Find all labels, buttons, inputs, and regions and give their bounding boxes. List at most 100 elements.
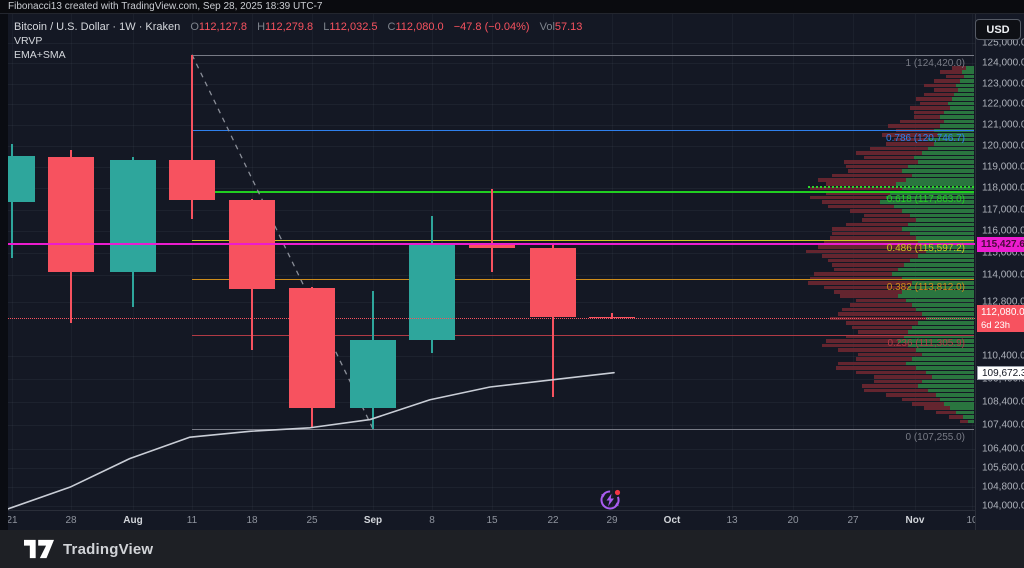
volume-profile-row-up <box>904 263 974 267</box>
time-label-Nov: Nov <box>905 515 925 526</box>
fib-level-label-0.382: 0.382 (113,812.0) <box>886 282 965 294</box>
grid-line-horizontal <box>8 468 975 469</box>
volume-profile-row-down <box>850 303 912 307</box>
volume-profile-row-down <box>914 115 940 119</box>
currency-toggle-button[interactable]: USD <box>975 19 1021 40</box>
volume-profile-row-up <box>968 419 974 424</box>
volume-profile-row-down <box>882 133 938 137</box>
volume-profile-row-up <box>902 169 974 173</box>
fib-level-line-0.486 <box>192 240 974 242</box>
grid-line-vertical <box>793 14 794 510</box>
grid-line-horizontal <box>8 301 975 303</box>
price-tick: 107,400.0 <box>982 419 1024 431</box>
volume-profile-row-down <box>838 312 922 316</box>
attribution-text: Fibonacci13 created with TradingView.com… <box>8 1 323 12</box>
volume-profile-row-up <box>928 137 974 142</box>
symbol-title[interactable]: Bitcoin / U.S. Dollar · 1W · Kraken <box>14 21 181 33</box>
volume-profile-row-down <box>826 182 896 186</box>
volume-profile-row-down <box>924 83 956 88</box>
price-tick: 117,000.0 <box>982 204 1024 216</box>
grid-line-horizontal <box>8 506 975 508</box>
volume-profile-row-up <box>922 151 974 155</box>
left-edge-strip <box>0 14 8 530</box>
time-axis[interactable]: 21 28 Aug 11 18 25 Sep 8 15 22 29 Oct 13 20 27 Nov 10 <box>8 510 975 530</box>
chart-pane[interactable]: Bitcoin / U.S. Dollar · 1W · Kraken O112… <box>8 14 975 510</box>
volume-profile-row-up <box>944 119 974 124</box>
price-tick: 123,000.0 <box>982 78 1024 90</box>
volume-profile-row-up <box>956 410 974 415</box>
volume-profile-row-up <box>912 173 974 178</box>
grid-line-horizontal <box>8 124 975 126</box>
volume-profile-row-down <box>848 169 902 173</box>
time-label-Oct: Oct <box>663 515 681 526</box>
volume-profile-row-down <box>846 222 908 227</box>
grid-line-vertical <box>373 14 374 510</box>
volume-profile-row-up <box>908 164 974 169</box>
price-axis[interactable]: 125,000.0 124,000.0 123,000.0 122,000.0 121,… <box>975 14 1024 530</box>
price-tick: 108,400.0 <box>982 396 1024 408</box>
time-label-Sep: Sep <box>363 515 383 526</box>
volume-profile-row-up <box>940 124 974 128</box>
volume-profile-row-up <box>958 88 974 92</box>
price-tick: 104,000.0 <box>982 500 1024 512</box>
price-tick: 112,800.0 <box>982 296 1024 308</box>
ma-value-label: 109,672.3 <box>977 365 1024 380</box>
time-label-29: 29 <box>606 515 618 526</box>
volume-profile-row-down <box>826 191 890 195</box>
volume-profile-row-down <box>838 348 916 352</box>
volume-profile-row-down <box>836 366 916 370</box>
volume-profile-row-up <box>908 222 974 227</box>
volume-profile-row-down <box>828 204 894 209</box>
volume-profile-row-up <box>918 321 974 325</box>
chart-legend: Bitcoin / U.S. Dollar · 1W · Kraken O112… <box>14 20 582 62</box>
price-tick: 120,000.0 <box>982 140 1024 152</box>
time-label-Aug: Aug <box>123 515 143 526</box>
tradingview-wordmark[interactable]: TradingView <box>63 540 154 558</box>
grid-line-horizontal <box>8 378 975 380</box>
indicator-ema-sma[interactable]: EMA+SMA <box>14 49 66 61</box>
candle-body <box>169 159 215 200</box>
grid-line-horizontal <box>8 188 975 190</box>
volume-profile-row-down <box>940 70 962 74</box>
last-price-value: 112,080.0 <box>981 306 1024 318</box>
fib-level-line-1 <box>192 54 974 56</box>
volume-profile-row-down <box>850 209 902 213</box>
volume-profile-row-up <box>944 402 974 406</box>
volume-profile-row-down <box>824 240 918 245</box>
tradingview-logo-icon[interactable] <box>24 538 54 560</box>
grid-line-horizontal <box>8 402 975 404</box>
volume-label: Vol <box>539 21 555 33</box>
volume-profile-row-down <box>822 200 880 204</box>
volume-profile-row-up <box>938 133 974 137</box>
currency-toggle-label: USD <box>986 23 1010 36</box>
volume-profile-row-down <box>832 231 910 236</box>
time-label-13: 13 <box>726 515 738 526</box>
volume-profile-row-up <box>944 110 974 115</box>
volume-profile-row-up <box>902 227 974 231</box>
candle-body <box>409 245 455 341</box>
horizontal-ray-line <box>8 242 975 245</box>
volume-profile-row-up <box>886 195 974 200</box>
candle-body <box>589 316 635 319</box>
price-tick: 115,000.0 <box>982 247 1024 259</box>
hline-price-label: 115,427.6 <box>977 236 1024 252</box>
volume-profile-row-up <box>890 191 974 195</box>
volume-profile-row-up <box>912 303 974 307</box>
volume-profile-row-down <box>846 334 904 339</box>
volume-profile-row-down <box>870 146 928 151</box>
close-label: C <box>387 21 396 33</box>
refresh-lightning-icon[interactable] <box>596 485 624 510</box>
grid-line-horizontal <box>8 145 975 147</box>
volume-profile-row-down <box>808 281 912 285</box>
low-value: 112,032.5 <box>329 21 378 33</box>
grid-line-vertical <box>732 14 733 510</box>
symbol-ohlc-row: Bitcoin / U.S. Dollar · 1W · Kraken O112… <box>14 20 582 34</box>
indicator-vrvp[interactable]: VRVP <box>14 35 43 47</box>
volume-profile-row-up <box>892 272 974 276</box>
grid-line-vertical <box>672 14 673 510</box>
grid-line-horizontal <box>8 425 975 427</box>
volume-profile-row-down <box>952 66 966 70</box>
volume-profile-row-down <box>840 294 898 298</box>
price-tick: 110,400.0 <box>982 350 1024 362</box>
